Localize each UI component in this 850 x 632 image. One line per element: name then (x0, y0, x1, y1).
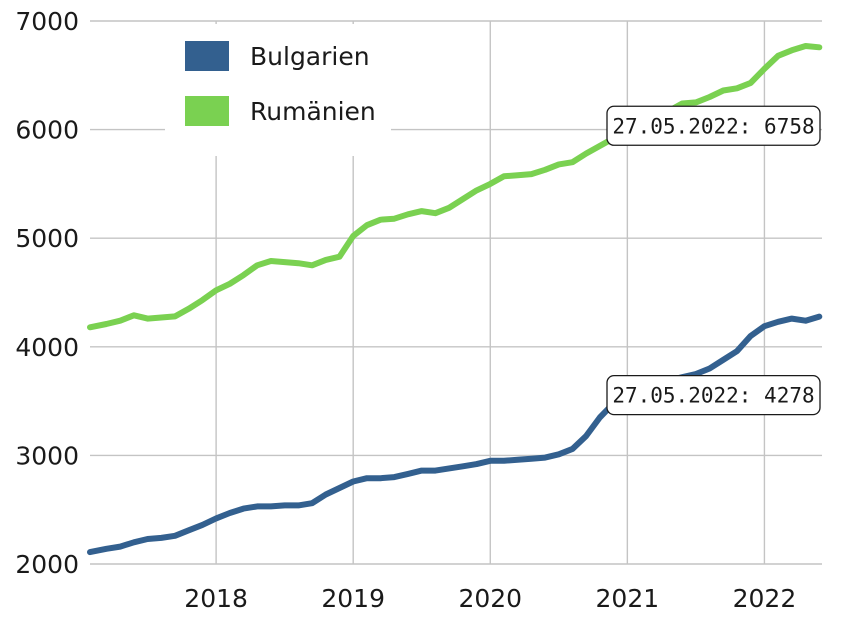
y-axis-tick-labels: 2000 3000 4000 5000 6000 7000 (15, 7, 79, 579)
callout-text-1: 27.05.2022: 6758 (612, 114, 814, 138)
x-axis-tick-labels: 2018 2019 2020 2021 2022 (184, 584, 796, 613)
y-tick-label-3000: 3000 (15, 441, 79, 470)
x-tick-label-2019: 2019 (321, 584, 385, 613)
legend-swatch-2 (185, 96, 229, 126)
callout-text-2: 27.05.2022: 4278 (612, 384, 814, 408)
legend-label-2: Rumänien (250, 97, 376, 126)
y-tick-label-7000: 7000 (15, 7, 79, 36)
y-tick-label-4000: 4000 (15, 333, 79, 362)
legend-label-1: Bulgarien (250, 42, 370, 71)
callout-box-1 (606, 105, 821, 146)
value-callouts: 27.05.2022: 6758 27.05.2022: 4278 (606, 105, 821, 416)
series-line-1 (87, 313, 823, 556)
x-tick-label-2022: 2022 (733, 584, 797, 613)
series-lines (87, 43, 823, 556)
callout-box-2 (606, 374, 821, 416)
y-tick-label-2000: 2000 (15, 550, 79, 579)
legend-swatch-1 (185, 41, 229, 71)
chart-legend: Bulgarien Rumänien (165, 24, 391, 156)
series-line-2 (87, 43, 823, 331)
y-tick-label-5000: 5000 (15, 224, 79, 253)
callout-2: 27.05.2022: 4278 (606, 374, 821, 416)
x-tick-label-2021: 2021 (596, 584, 660, 613)
callout-1: 27.05.2022: 6758 (606, 105, 821, 146)
y-tick-label-6000: 6000 (15, 116, 79, 145)
x-tick-label-2020: 2020 (458, 584, 522, 613)
x-tick-label-2018: 2018 (184, 584, 248, 613)
